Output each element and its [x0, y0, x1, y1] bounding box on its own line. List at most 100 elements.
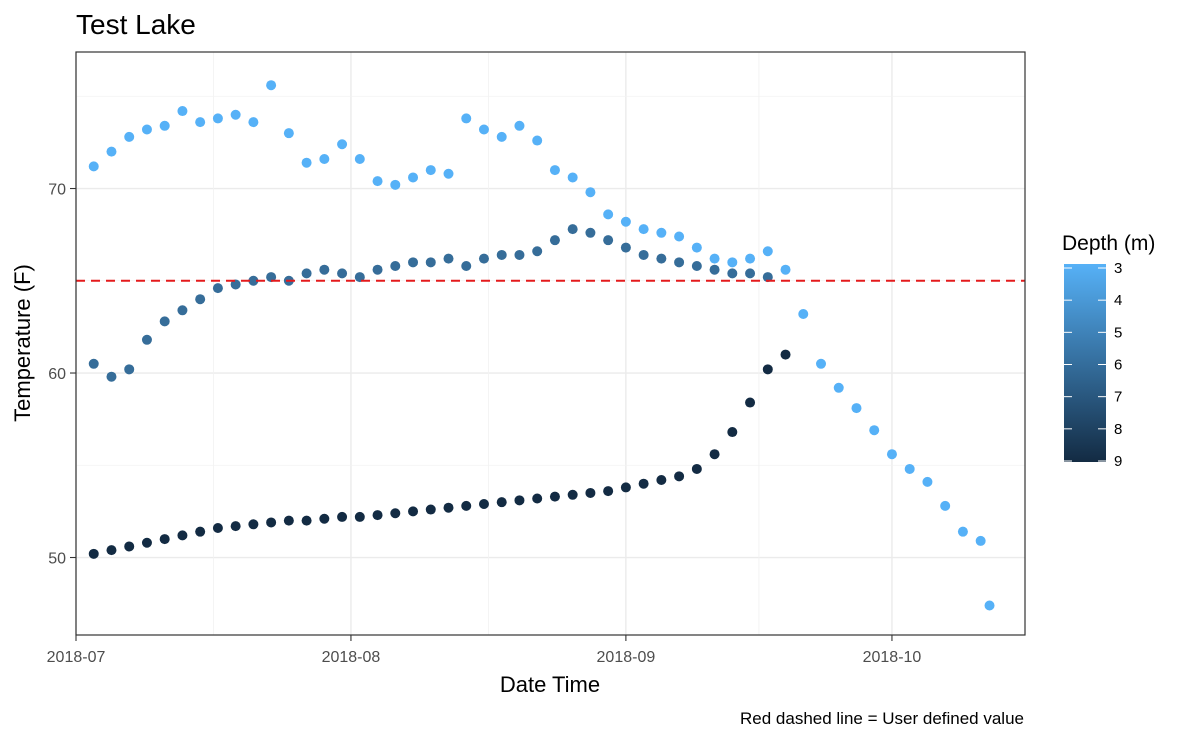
- data-point: [620, 482, 631, 493]
- legend-labels: 3 4 5 6 7 8 9: [1064, 260, 1122, 470]
- data-point: [425, 165, 436, 176]
- data-point: [390, 508, 401, 519]
- data-point: [230, 109, 241, 120]
- data-point: [390, 179, 401, 190]
- data-point: [266, 517, 277, 528]
- data-point: [514, 120, 525, 131]
- data-point: [319, 513, 330, 524]
- data-point: [532, 493, 543, 504]
- data-point: [603, 235, 614, 246]
- data-point: [177, 305, 188, 316]
- data-point: [408, 172, 419, 183]
- data-point: [549, 165, 560, 176]
- data-point: [372, 264, 383, 275]
- legend-label: 6: [1114, 357, 1122, 374]
- data-point: [620, 216, 631, 227]
- legend-colorbar: [1064, 264, 1106, 462]
- data-point: [212, 113, 223, 124]
- data-point: [886, 449, 897, 460]
- data-point: [514, 249, 525, 260]
- data-point: [656, 475, 667, 486]
- data-point: [674, 257, 685, 268]
- data-point: [532, 135, 543, 146]
- data-point: [727, 257, 738, 268]
- y-tick-label: 70: [48, 182, 66, 199]
- data-point: [674, 231, 685, 242]
- data-point: [425, 257, 436, 268]
- data-point: [354, 154, 365, 165]
- data-point: [745, 397, 756, 408]
- data-point: [408, 506, 419, 517]
- data-point: [585, 227, 596, 238]
- data-point: [266, 272, 277, 283]
- data-point: [159, 316, 170, 327]
- data-point: [141, 537, 152, 548]
- data-point: [124, 541, 135, 552]
- data-point: [88, 548, 99, 559]
- data-point: [408, 257, 419, 268]
- data-point: [88, 161, 99, 172]
- data-point: [478, 253, 489, 264]
- data-point: [957, 526, 968, 537]
- data-point: [656, 253, 667, 264]
- data-point: [709, 449, 720, 460]
- data-point: [727, 268, 738, 279]
- data-point: [922, 476, 933, 487]
- data-point: [230, 521, 241, 532]
- legend-label: 7: [1114, 389, 1122, 406]
- data-point: [425, 504, 436, 515]
- data-points: [88, 80, 995, 611]
- data-point: [283, 515, 294, 526]
- data-point: [443, 168, 454, 179]
- data-point: [337, 268, 348, 279]
- data-point: [195, 294, 206, 305]
- data-point: [478, 499, 489, 510]
- y-axis-ticks: 50 60 70: [48, 182, 76, 568]
- y-tick-label: 60: [48, 366, 66, 383]
- data-point: [638, 478, 649, 489]
- series-depth-3: [88, 80, 995, 611]
- data-point: [549, 235, 560, 246]
- data-point: [762, 246, 773, 257]
- data-point: [372, 176, 383, 187]
- chart-title: Test Lake: [76, 9, 196, 40]
- data-point: [709, 253, 720, 264]
- data-point: [212, 283, 223, 294]
- data-point: [638, 224, 649, 235]
- data-point: [301, 157, 312, 168]
- data-point: [301, 515, 312, 526]
- data-point: [656, 227, 667, 238]
- data-point: [248, 275, 259, 286]
- data-point: [283, 128, 294, 139]
- data-point: [869, 425, 880, 436]
- y-tick-label: 50: [48, 551, 66, 568]
- x-tick-label: 2018-08: [322, 649, 381, 666]
- data-point: [390, 261, 401, 272]
- data-point: [745, 268, 756, 279]
- data-point: [585, 187, 596, 198]
- data-point: [461, 261, 472, 272]
- data-point: [532, 246, 543, 257]
- data-point: [816, 358, 827, 369]
- data-point: [319, 264, 330, 275]
- data-point: [762, 272, 773, 283]
- data-point: [159, 120, 170, 131]
- data-point: [674, 471, 685, 482]
- data-point: [337, 511, 348, 522]
- data-point: [301, 268, 312, 279]
- data-point: [141, 334, 152, 345]
- data-point: [984, 600, 995, 611]
- data-point: [354, 511, 365, 522]
- data-point: [124, 131, 135, 142]
- data-point: [266, 80, 277, 91]
- data-point: [106, 146, 117, 157]
- x-tick-label: 2018-09: [597, 649, 656, 666]
- data-point: [248, 117, 259, 128]
- data-point: [727, 427, 738, 438]
- data-point: [212, 522, 223, 533]
- y-axis-title: Temperature (F): [10, 264, 35, 422]
- data-point: [195, 117, 206, 128]
- data-point: [230, 279, 241, 290]
- data-point: [124, 364, 135, 375]
- x-axis-ticks: 2018-07 2018-08 2018-09 2018-10: [47, 635, 921, 666]
